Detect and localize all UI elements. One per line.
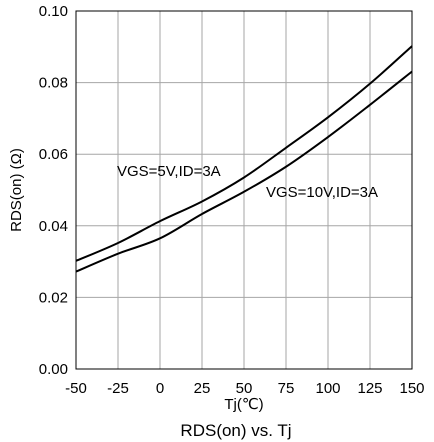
x-tick-labels: -50 -25 0 25 50 75 100 125 150 — [65, 380, 424, 397]
series-label-vgs-10v: VGS=10V,ID=3A — [266, 184, 378, 201]
x-axis-label: Tj(℃) — [224, 396, 263, 413]
x-tick-label: -50 — [65, 380, 87, 397]
y-tick-label: 0.10 — [39, 3, 68, 20]
y-tick-labels: 0.00 0.02 0.04 0.06 0.08 0.10 — [39, 3, 68, 378]
grid-lines — [75, 10, 413, 370]
curve-vgs-10v — [75, 70, 413, 273]
y-tick-label: 0.04 — [39, 218, 68, 235]
y-tick-label: 0.00 — [39, 361, 68, 378]
x-tick-label: 150 — [399, 380, 424, 397]
x-tick-label: -25 — [107, 380, 129, 397]
x-tick-label: 75 — [278, 380, 295, 397]
y-tick-label: 0.06 — [39, 146, 68, 163]
x-tick-label: 0 — [156, 380, 164, 397]
chart-title: RDS(on) vs. Tj — [180, 421, 291, 440]
y-axis-label: RDS(on) (Ω) — [8, 148, 25, 232]
y-tick-label: 0.08 — [39, 75, 68, 92]
x-tick-label: 50 — [236, 380, 253, 397]
series-label-vgs-5v: VGS=5V,ID=3A — [117, 163, 221, 180]
x-tick-label: 100 — [315, 380, 340, 397]
series-curves — [75, 45, 413, 273]
curve-vgs-5v — [75, 45, 413, 262]
plot-frame — [75, 10, 413, 370]
y-tick-label: 0.02 — [39, 289, 68, 306]
x-tick-label: 25 — [194, 380, 211, 397]
x-tick-label: 125 — [357, 380, 382, 397]
